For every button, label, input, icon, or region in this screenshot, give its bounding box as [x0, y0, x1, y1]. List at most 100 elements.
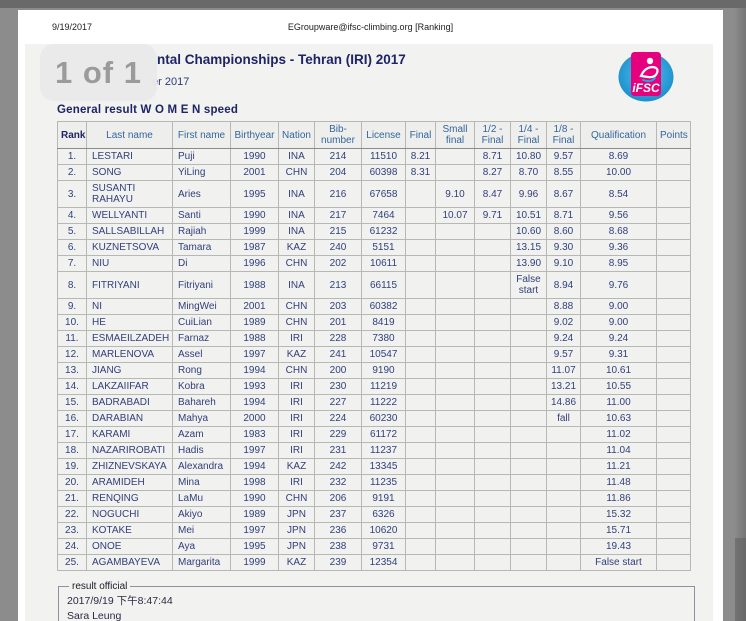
scrollbar-track[interactable] [734, 8, 746, 621]
table-cell [510, 330, 547, 347]
table-cell [510, 410, 547, 427]
scrollbar-thumb[interactable] [735, 538, 746, 621]
table-row: 14. LAKZAIIFAR Kobra 1993 IRI 230 11219 13.21 10… [57, 378, 691, 395]
print-header: 9/19/2017 EGroupware@ifsc-climbing.org [… [18, 22, 723, 36]
table-cell: Puji [172, 148, 231, 165]
table-cell: 9.71 [474, 207, 511, 224]
table-cell: 9. [57, 298, 87, 315]
table-cell [510, 522, 547, 539]
table-row: 10. HE CuiLian 1989 CHN 201 8419 9.02 9.00 [57, 314, 691, 331]
table-cell: KARAMI [86, 426, 173, 443]
table-cell: 9.10 [546, 255, 581, 272]
table-cell: IRI [278, 410, 315, 427]
table-cell: 10. [57, 314, 87, 331]
table-cell: INA [278, 180, 315, 208]
table-cell: 240 [314, 239, 362, 256]
table-cell [546, 522, 581, 539]
table-cell [474, 314, 511, 331]
table-cell [405, 271, 436, 299]
table-cell: Mei [172, 522, 231, 539]
table-cell [656, 164, 691, 181]
table-cell: 8.71 [474, 148, 511, 165]
table-cell [656, 271, 691, 299]
table-cell [656, 522, 691, 539]
table-cell [435, 474, 475, 491]
table-cell: 11. [57, 330, 87, 347]
table-cell: 1996 [230, 255, 279, 272]
table-cell: 9.76 [580, 271, 657, 299]
table-cell: Assel [172, 346, 231, 363]
table-cell [510, 394, 547, 411]
table-cell [474, 298, 511, 315]
table-cell: 8.71 [546, 207, 581, 224]
table-row: 21. RENQING LaMu 1990 CHN 206 9191 11.86 [57, 490, 691, 507]
table-cell: 60230 [361, 410, 406, 427]
table-cell: INA [278, 223, 315, 240]
table-cell [510, 458, 547, 475]
table-cell: 214 [314, 148, 362, 165]
table-cell [474, 442, 511, 459]
table-cell [656, 362, 691, 379]
table-cell [405, 490, 436, 507]
column-header: Last name [86, 121, 173, 149]
table-cell: INA [278, 148, 315, 165]
table-cell [656, 474, 691, 491]
table-cell: 2001 [230, 164, 279, 181]
table-cell: 202 [314, 255, 362, 272]
table-cell [656, 255, 691, 272]
table-cell: Farnaz [172, 330, 231, 347]
table-cell: 238 [314, 538, 362, 555]
table-cell [546, 442, 581, 459]
table-cell [656, 223, 691, 240]
column-header: Nation [278, 121, 315, 149]
table-cell: 232 [314, 474, 362, 491]
table-cell: 9.96 [510, 180, 547, 208]
table-cell: IRI [278, 330, 315, 347]
table-cell: Mahya [172, 410, 231, 427]
table-cell: 1998 [230, 474, 279, 491]
table-cell: 7380 [361, 330, 406, 347]
table-row: 25. AGAMBAYEVA Margarita 1999 KAZ 239 12354 Fal… [57, 554, 691, 571]
table-cell: Kobra [172, 378, 231, 395]
table-cell: 8.94 [546, 271, 581, 299]
table-cell [510, 506, 547, 523]
table-cell: 5. [57, 223, 87, 240]
table-cell [474, 506, 511, 523]
table-cell [405, 330, 436, 347]
table-cell: 8.21 [405, 148, 436, 165]
table-row: 17. KARAMI Azam 1983 IRI 229 61172 11.02 [57, 426, 691, 443]
table-cell [656, 538, 691, 555]
table-cell: INA [278, 271, 315, 299]
table-cell: AGAMBAYEVA [86, 554, 173, 571]
table-cell [656, 330, 691, 347]
table-cell: 1987 [230, 239, 279, 256]
table-cell [656, 180, 691, 208]
column-header: Bib- number [314, 121, 362, 149]
table-cell [510, 490, 547, 507]
table-cell: IRI [278, 394, 315, 411]
section-title: General result W O M E N speed [57, 104, 239, 116]
table-cell: 229 [314, 426, 362, 443]
table-cell: 201 [314, 314, 362, 331]
table-cell [474, 522, 511, 539]
table-cell [435, 255, 475, 272]
table-cell: 8.60 [546, 223, 581, 240]
table-cell: NOGUCHI [86, 506, 173, 523]
table-cell: 217 [314, 207, 362, 224]
table-cell [656, 207, 691, 224]
table-cell [435, 223, 475, 240]
table-cell: 206 [314, 490, 362, 507]
table-cell: 20. [57, 474, 87, 491]
table-cell: 17. [57, 426, 87, 443]
table-cell: 10.80 [510, 148, 547, 165]
table-cell [435, 164, 475, 181]
print-source: EGroupware@ifsc-climbing.org [Ranking] [287, 22, 454, 32]
table-cell: 8.67 [546, 180, 581, 208]
table-cell [405, 346, 436, 363]
table-cell: 66115 [361, 271, 406, 299]
table-row: 8. FITRIYANI Fitriyani 1988 INA 213 66115 False… [57, 271, 691, 299]
table-cell [405, 255, 436, 272]
table-cell [656, 410, 691, 427]
table-cell: 204 [314, 164, 362, 181]
table-cell: 231 [314, 442, 362, 459]
